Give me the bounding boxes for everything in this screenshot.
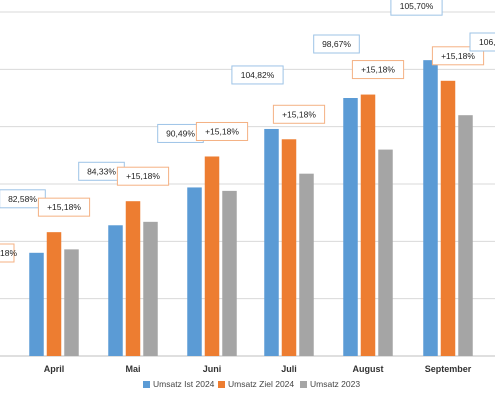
bar-umsatz-2023-august [378, 149, 393, 356]
data-label-cutoff-left: 18% [0, 248, 17, 258]
bar-umsatz-ist-2024-mai [108, 225, 123, 356]
data-label-ziel-mai: +15,18% [126, 171, 160, 181]
data-label-ist-mai: 84,33% [87, 166, 116, 176]
bar-umsatz-ziel-2024-august [360, 94, 376, 356]
data-label-cutoff-right-box [469, 32, 495, 52]
legend-label-umsatz-2023: Umsatz 2023 [310, 379, 360, 389]
x-tick-label-juni: Juni [203, 364, 222, 374]
x-tick-label-mai: Mai [125, 364, 140, 374]
data-labels: 82,58% +15,18% 84,33% +15,18% 90,49% +15,18% 1… [0, 0, 495, 263]
bar-umsatz-ziel-2024-mai [125, 201, 141, 356]
legend-label-umsatz-ist-2024: Umsatz Ist 2024 [153, 379, 215, 389]
x-tick-label-september: September [425, 364, 472, 374]
x-tick-labels: April Mai Juni Juli August September [44, 364, 472, 374]
data-label-ziel-august-box [351, 60, 405, 80]
x-tick-label-april: April [44, 364, 65, 374]
data-label-ist-august-box [313, 34, 360, 54]
data-label-ziel-september: +15,18% [441, 51, 475, 61]
bar-umsatz-2023-juni [222, 190, 237, 356]
data-label-ziel-juli-box [272, 104, 326, 124]
x-tick-label-august: August [353, 364, 384, 374]
data-label-ziel-april-box [37, 197, 91, 217]
bar-umsatz-2023-april [64, 249, 79, 356]
bar-umsatz-2023-september [458, 115, 473, 356]
bar-umsatz-2023-juli [299, 173, 314, 356]
legend-label-umsatz-ziel-2024: Umsatz Ziel 2024 [228, 379, 294, 389]
bar-umsatz-ist-2024-juli [264, 128, 279, 356]
data-label-ist-juni: 90,49% [166, 128, 195, 138]
bars [29, 60, 473, 357]
data-label-ziel-juli: +15,18% [282, 109, 316, 119]
data-label-cutoff-left-box [0, 243, 15, 263]
data-label-ist-august: 98,67% [322, 39, 351, 49]
bar-umsatz-ist-2024-april [29, 252, 44, 356]
bar-umsatz-ziel-2024-juni [204, 156, 220, 356]
data-label-ist-september: 105,70% [400, 1, 434, 11]
bar-umsatz-2023-mai [143, 221, 158, 356]
x-tick-label-juli: Juli [281, 364, 297, 374]
data-label-ist-april: 82,58% [8, 194, 37, 204]
bar-umsatz-ist-2024-juni [187, 187, 202, 356]
legend-swatch-umsatz-2023 [300, 381, 307, 388]
data-label-ziel-august: +15,18% [361, 65, 395, 75]
data-label-ziel-juni-box [195, 121, 249, 141]
data-label-ist-juli-box [231, 65, 284, 85]
bar-umsatz-ziel-2024-september [440, 80, 456, 357]
data-label-ist-juli: 104,82% [241, 70, 275, 80]
legend-swatch-umsatz-ziel-2024 [218, 381, 225, 388]
bar-umsatz-ziel-2024-april [46, 232, 62, 356]
data-label-ziel-mai-box [116, 166, 170, 186]
legend-swatch-umsatz-ist-2024 [143, 381, 150, 388]
bar-umsatz-ist-2024-september [423, 60, 438, 356]
bar-umsatz-ziel-2024-juli [281, 139, 297, 356]
data-label-ziel-april: +15,18% [47, 202, 81, 212]
data-label-ziel-juni: +15,18% [205, 126, 239, 136]
bar-umsatz-ist-2024-august [343, 98, 358, 356]
data-label-ist-september-box [390, 0, 443, 16]
data-label-cutoff-right: 106, [479, 37, 495, 47]
legend: Umsatz Ist 2024 Umsatz Ziel 2024 Umsatz 20… [143, 379, 360, 389]
